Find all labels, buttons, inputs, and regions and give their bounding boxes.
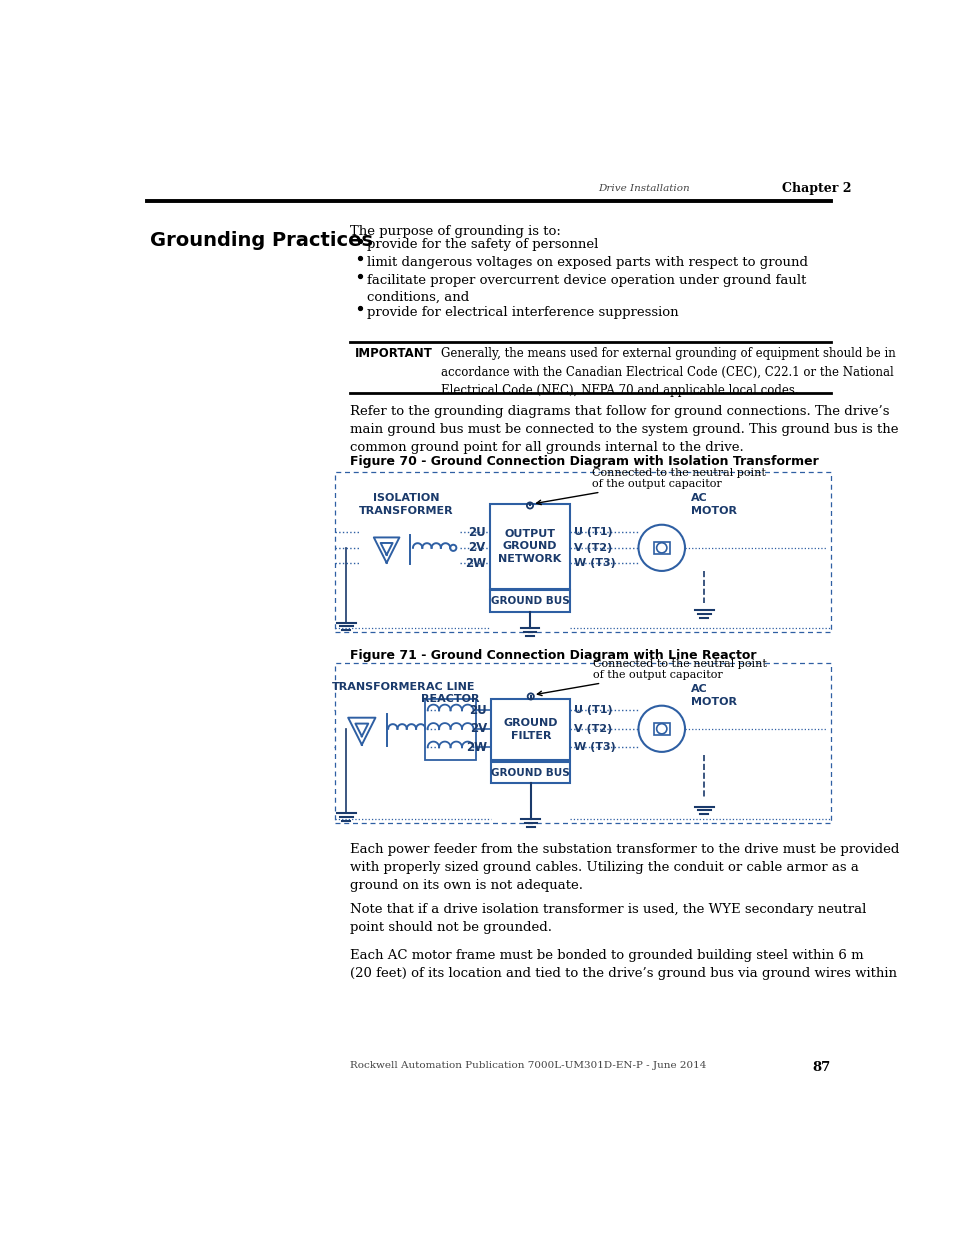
Bar bbox=[335, 662, 830, 823]
Text: 87: 87 bbox=[812, 1061, 830, 1074]
Text: Note that if a drive isolation transformer is used, the WYE secondary neutral
po: Note that if a drive isolation transform… bbox=[350, 903, 865, 934]
Text: provide for the safety of personnel: provide for the safety of personnel bbox=[367, 238, 598, 251]
Text: AC
MOTOR: AC MOTOR bbox=[691, 493, 737, 515]
Bar bbox=[489, 504, 570, 589]
Bar bbox=[653, 722, 669, 735]
Text: 2V: 2V bbox=[468, 541, 485, 555]
Text: TRANSFORMER: TRANSFORMER bbox=[332, 682, 426, 692]
Text: Each power feeder from the substation transformer to the drive must be provided
: Each power feeder from the substation tr… bbox=[350, 842, 899, 892]
Text: Connected to the neutral point
of the output capacitor: Connected to the neutral point of the ou… bbox=[536, 468, 765, 505]
Text: Figure 70 - Ground Connection Diagram with Isolation Transformer: Figure 70 - Ground Connection Diagram wi… bbox=[350, 454, 818, 468]
Text: AC LINE
REACTOR: AC LINE REACTOR bbox=[421, 682, 479, 704]
Text: facilitate proper overcurrent device operation under ground fault
conditions, an: facilitate proper overcurrent device ope… bbox=[367, 274, 806, 304]
Text: Generally, the means used for external grounding of equipment should be in
accor: Generally, the means used for external g… bbox=[440, 347, 895, 396]
Text: Grounding Practices: Grounding Practices bbox=[150, 231, 373, 251]
Bar bbox=[489, 590, 570, 611]
Text: 2W: 2W bbox=[466, 741, 487, 753]
Text: U (T1): U (T1) bbox=[574, 705, 612, 715]
Bar bbox=[425, 699, 476, 761]
Text: ISOLATION
TRANSFORMER: ISOLATION TRANSFORMER bbox=[358, 493, 453, 515]
Text: Rockwell Automation Publication 7000L-UM301D-EN-P - June 2014: Rockwell Automation Publication 7000L-UM… bbox=[350, 1061, 706, 1071]
Text: GROUND
FILTER: GROUND FILTER bbox=[503, 719, 558, 741]
Text: Chapter 2: Chapter 2 bbox=[781, 182, 850, 195]
Text: 2W: 2W bbox=[464, 557, 485, 569]
Text: W (T3): W (T3) bbox=[574, 742, 616, 752]
Text: GROUND BUS: GROUND BUS bbox=[490, 597, 569, 606]
Text: 2U: 2U bbox=[468, 526, 485, 538]
Text: Refer to the grounding diagrams that follow for ground connections. The drive’s
: Refer to the grounding diagrams that fol… bbox=[350, 405, 898, 454]
Text: W (T3): W (T3) bbox=[574, 558, 616, 568]
Text: GROUND BUS: GROUND BUS bbox=[491, 768, 570, 778]
Text: Drive Installation: Drive Installation bbox=[598, 184, 689, 193]
Text: The purpose of grounding is to:: The purpose of grounding is to: bbox=[350, 225, 560, 238]
Text: IMPORTANT: IMPORTANT bbox=[355, 347, 433, 359]
Text: 2V: 2V bbox=[470, 722, 487, 735]
Text: V (T2): V (T2) bbox=[574, 543, 612, 553]
Text: U (T1): U (T1) bbox=[574, 527, 612, 537]
Bar bbox=[491, 762, 570, 783]
Text: Each AC motor frame must be bonded to grounded building steel within 6 m
(20 fee: Each AC motor frame must be bonded to gr… bbox=[350, 948, 896, 981]
Text: V (T2): V (T2) bbox=[574, 724, 612, 734]
Bar bbox=[653, 542, 669, 553]
Text: 2U: 2U bbox=[469, 704, 487, 716]
Text: OUTPUT
GROUND
NETWORK: OUTPUT GROUND NETWORK bbox=[497, 529, 561, 563]
Text: AC
MOTOR: AC MOTOR bbox=[691, 684, 737, 706]
Text: provide for electrical interference suppression: provide for electrical interference supp… bbox=[367, 306, 679, 319]
Text: limit dangerous voltages on exposed parts with respect to ground: limit dangerous voltages on exposed part… bbox=[367, 256, 807, 269]
Bar bbox=[335, 472, 830, 632]
Bar bbox=[491, 699, 570, 761]
Text: Figure 71 - Ground Connection Diagram with Line Reactor: Figure 71 - Ground Connection Diagram wi… bbox=[350, 648, 756, 662]
Text: Connected to the neutral point
of the output capacitor: Connected to the neutral point of the ou… bbox=[537, 658, 766, 695]
